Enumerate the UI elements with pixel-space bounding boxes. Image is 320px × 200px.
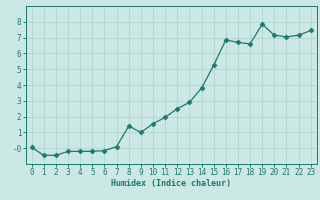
X-axis label: Humidex (Indice chaleur): Humidex (Indice chaleur) (111, 179, 231, 188)
